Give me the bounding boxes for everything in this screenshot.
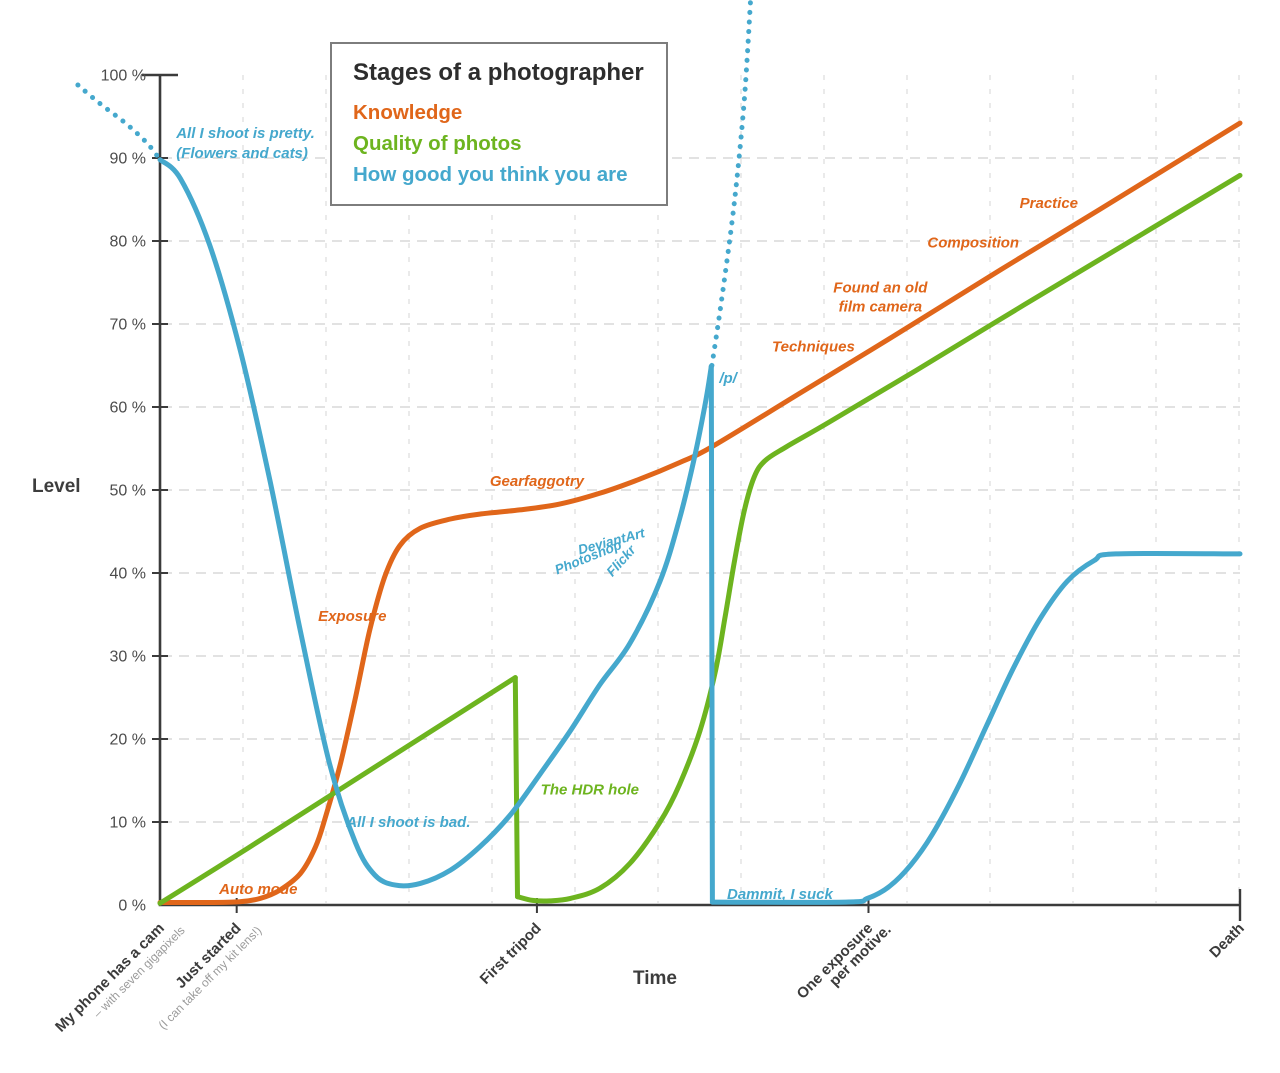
annotation-text: Composition [927,235,1019,252]
annotation-text: Exposure [318,608,386,625]
annotation-text: Techniques [772,338,855,355]
chart-title: Stages of a photographer [353,59,644,86]
annotation-auto-mode: Auto mode [218,881,297,898]
annotation-p-board: /p/ [718,370,738,387]
annotation-text: The HDR hole [541,782,639,799]
y-tick-label: 20 % [110,732,146,749]
annotation-text: /p/ [718,370,738,387]
y-axis-title: Level [32,476,81,497]
y-tick-label: 40 % [110,566,146,583]
legend-box: Stages of a photographer Knowledge Quali… [330,42,668,206]
annotation-gearfaggotry: Gearfaggotry [490,473,585,490]
y-tick-label: 10 % [110,815,146,832]
y-tick-label: 90 % [110,151,146,168]
curve-annotations: All I shoot is pretty. (Flowers and cats)… [175,125,1078,903]
annotation-text: All I shoot is bad. [345,814,470,831]
y-axis-labels: 0 % 10 % 20 % 30 % 40 % 50 % 60 % 70 % 80 % 90 % 1… [101,68,146,915]
annotation-text: Practice [1020,195,1078,212]
annotation-composition: Composition [927,235,1019,252]
annotation-text: Dammit, I suck [727,886,834,903]
curve-how-good-you-think-you-are-2 [708,363,715,905]
annotation-text: All I shoot is pretty. [175,125,315,142]
annotation-text: film camera [839,298,922,315]
annotation-text: Auto mode [218,881,297,898]
annotation-dammit-i-suck: Dammit, I suck [727,886,834,903]
annotation-all-i-shoot-is-pretty: All I shoot is pretty. (Flowers and cats) [175,125,315,162]
y-tick-label: 80 % [110,234,146,251]
annotation-text: Found an old [833,279,928,296]
annotation-exposure: Exposure [318,608,386,625]
annotation-found-an-old-film-camera: Found an old film camera [833,279,928,315]
curve-quality-of-photos-1 [512,675,520,900]
legend-item-knowledge: Knowledge [353,101,463,124]
y-tick-label: 100 % [101,68,146,85]
gridlines [162,75,1240,903]
curve-quality-of-photos-2 [515,172,1243,904]
curve-how-good-you-think-you-are-1 [157,157,714,889]
y-tick-label: 30 % [110,649,146,666]
annotation-text: (Flowers and cats) [176,145,308,162]
curves [75,0,1243,906]
x-label-death: Death [1206,920,1247,961]
legend-item-quality-of-photos: Quality of photos [353,132,522,155]
y-tick-label: 60 % [110,400,146,417]
x-label-first-tripod: First tripod [477,920,545,988]
annotation-all-i-shoot-is-bad: All I shoot is bad. [345,814,470,831]
annotation-text: Gearfaggotry [490,473,585,490]
curve-how-good-you-think-you-are-3 [709,550,1243,905]
curve-how-good-you-think-you-are-0 [75,82,163,163]
annotation-techniques: Techniques [772,338,855,355]
x-label-text: Death [1206,920,1247,961]
x-label-text: My phone has a cam [52,920,168,1036]
y-tick-label: 50 % [110,483,146,500]
x-label-text: First tripod [477,920,545,988]
y-tick-label: 0 % [118,898,146,915]
curve-how-good-you-think-you-are-4 [709,0,754,368]
curve-knowledge-0 [157,120,1243,906]
y-tick-label: 70 % [110,317,146,334]
x-axis-title: Time [632,968,677,989]
annotation-the-hdr-hole: The HDR hole [541,782,639,799]
legend-item-how-good-you-think: How good you think you are [353,163,628,186]
annotation-practice: Practice [1020,195,1078,212]
